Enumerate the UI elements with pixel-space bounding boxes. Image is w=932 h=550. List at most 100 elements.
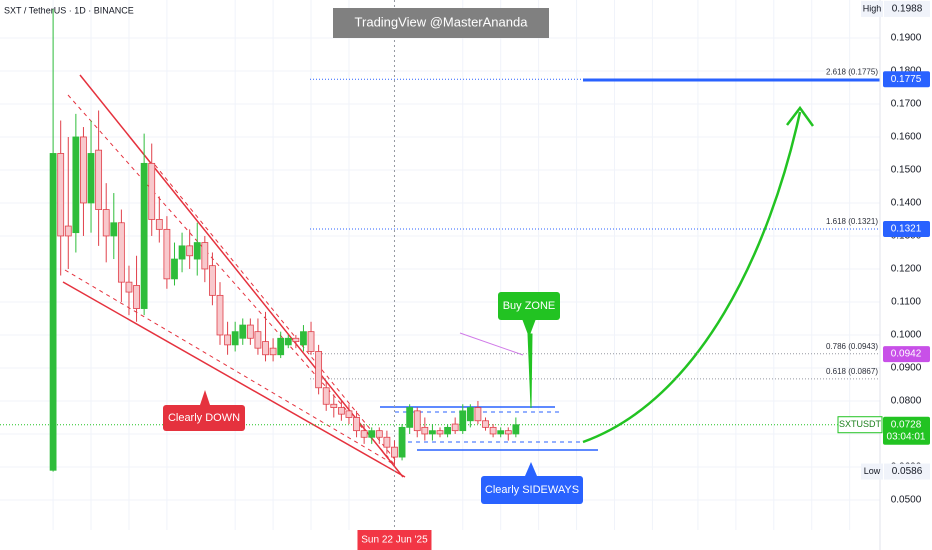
- candle-body: [368, 430, 376, 438]
- candle-body: [353, 417, 360, 432]
- candle-body: [292, 337, 300, 342]
- candle-body: [186, 245, 194, 257]
- candle-body: [284, 337, 292, 346]
- last-price-tag: [883, 416, 930, 445]
- candle-body: [57, 153, 65, 237]
- candle-body: [459, 410, 467, 432]
- candle-body: [269, 347, 277, 356]
- hl-tag-label: 0.1988: [892, 4, 923, 15]
- candle-body: [80, 136, 87, 204]
- callout-text: Buy ZONE: [503, 300, 556, 312]
- callout-box: [498, 292, 560, 320]
- fib-label: 2.618 (0.1775): [826, 67, 878, 76]
- candle-body: [466, 407, 474, 422]
- candle-body: [421, 426, 429, 435]
- candle-body: [375, 430, 383, 438]
- y-tick-label: 0.0800: [891, 396, 922, 407]
- candle-body: [345, 410, 353, 418]
- candle-body: [125, 281, 133, 293]
- candle-body: [360, 430, 368, 438]
- candle-body: [330, 403, 338, 408]
- price-tag: [883, 221, 930, 238]
- watermark-box: [333, 8, 549, 38]
- hl-tag: [884, 463, 930, 480]
- callout-pointer: [200, 390, 210, 405]
- candle-body: [140, 162, 148, 309]
- candle-body: [474, 407, 482, 422]
- candle-body: [504, 430, 512, 435]
- y-tick-label: 0.1400: [891, 198, 922, 209]
- candle-body: [72, 136, 80, 234]
- candle-body: [406, 407, 414, 428]
- candle-body: [482, 420, 489, 428]
- callout-pointer: [525, 462, 537, 476]
- drawings: 2.618 (0.1775) 1.618 (0.1321) 0.786 (0.094…: [0, 0, 880, 530]
- candle-body: [489, 426, 497, 435]
- wedge-bottom: [62, 281, 406, 478]
- candle-body: [209, 265, 216, 296]
- chart-title: SXT / TetherUS · 1D · BINANCE: [4, 5, 134, 15]
- candle-body: [451, 423, 459, 432]
- candle-body: [87, 153, 95, 204]
- y-tick-label: 0.1500: [891, 165, 922, 176]
- y-tick-label: 0.0900: [891, 363, 922, 374]
- candle-body: [277, 337, 285, 356]
- callouts: TradingView @MasterAnanda SXT / TetherUS…: [4, 5, 583, 504]
- countdown: 03:04:01: [887, 431, 926, 442]
- callout-text: Clearly SIDEWAYS: [485, 484, 579, 496]
- candle-body: [337, 407, 345, 415]
- hl-tag: [884, 0, 930, 17]
- candle-body: [95, 149, 103, 210]
- price-tag: [883, 71, 930, 88]
- candle-body: [315, 351, 323, 389]
- crosshair-label: Sun 22 Jun '25: [361, 535, 428, 546]
- candle-body: [110, 222, 118, 237]
- symbol-box: [837, 416, 883, 434]
- callout-pointer: [522, 319, 536, 409]
- candle-body: [300, 331, 307, 346]
- candle-body: [413, 410, 421, 432]
- candle-body: [224, 334, 231, 346]
- fib-label: 0.786 (0.0943): [826, 342, 878, 351]
- candle-body: [148, 162, 156, 220]
- price-tag-label: 0.0942: [891, 349, 922, 360]
- candle-body: [231, 331, 239, 346]
- y-tick-label: 0.1600: [891, 132, 922, 143]
- candle-body: [64, 225, 72, 237]
- arrow-head: [786, 105, 815, 127]
- y-tick-label: 0.0500: [891, 495, 922, 506]
- crosshair-tag: [357, 530, 432, 550]
- candle-body: [307, 331, 315, 352]
- symbol: SXTUSDT: [839, 419, 882, 429]
- y-tick-label: 0.1200: [891, 264, 922, 275]
- wedge-mid: [67, 94, 396, 466]
- candle-body: [171, 258, 178, 280]
- hl-name: Low: [864, 466, 881, 476]
- hl-name-box: [861, 463, 883, 480]
- y-tick-label: 0.1700: [891, 99, 922, 110]
- fib-label: 1.618 (0.1321): [826, 217, 878, 226]
- candle-body: [436, 430, 444, 435]
- candle-body: [383, 436, 391, 448]
- candle-body: [102, 209, 110, 237]
- candle-body: [133, 285, 140, 309]
- candle-body: [444, 426, 451, 435]
- hl-name-box: [861, 0, 883, 17]
- candle-body: [398, 426, 406, 458]
- callout-text: Clearly DOWN: [168, 412, 240, 424]
- purple-line: [459, 332, 524, 356]
- price-tag-label: 0.1775: [891, 74, 922, 85]
- callout-box: [163, 405, 245, 431]
- candle-body: [391, 446, 398, 458]
- y-tick-label: 0.1900: [891, 33, 922, 44]
- hl-name: High: [863, 3, 882, 13]
- candle-body: [49, 153, 57, 471]
- projection-arrow: [582, 111, 802, 444]
- last-price-label: 0.0728: [891, 419, 922, 430]
- price-tag: [883, 346, 930, 363]
- candle-body: [254, 331, 262, 349]
- y-tick-label: 0.1800: [891, 66, 922, 77]
- candle-body: [497, 430, 505, 435]
